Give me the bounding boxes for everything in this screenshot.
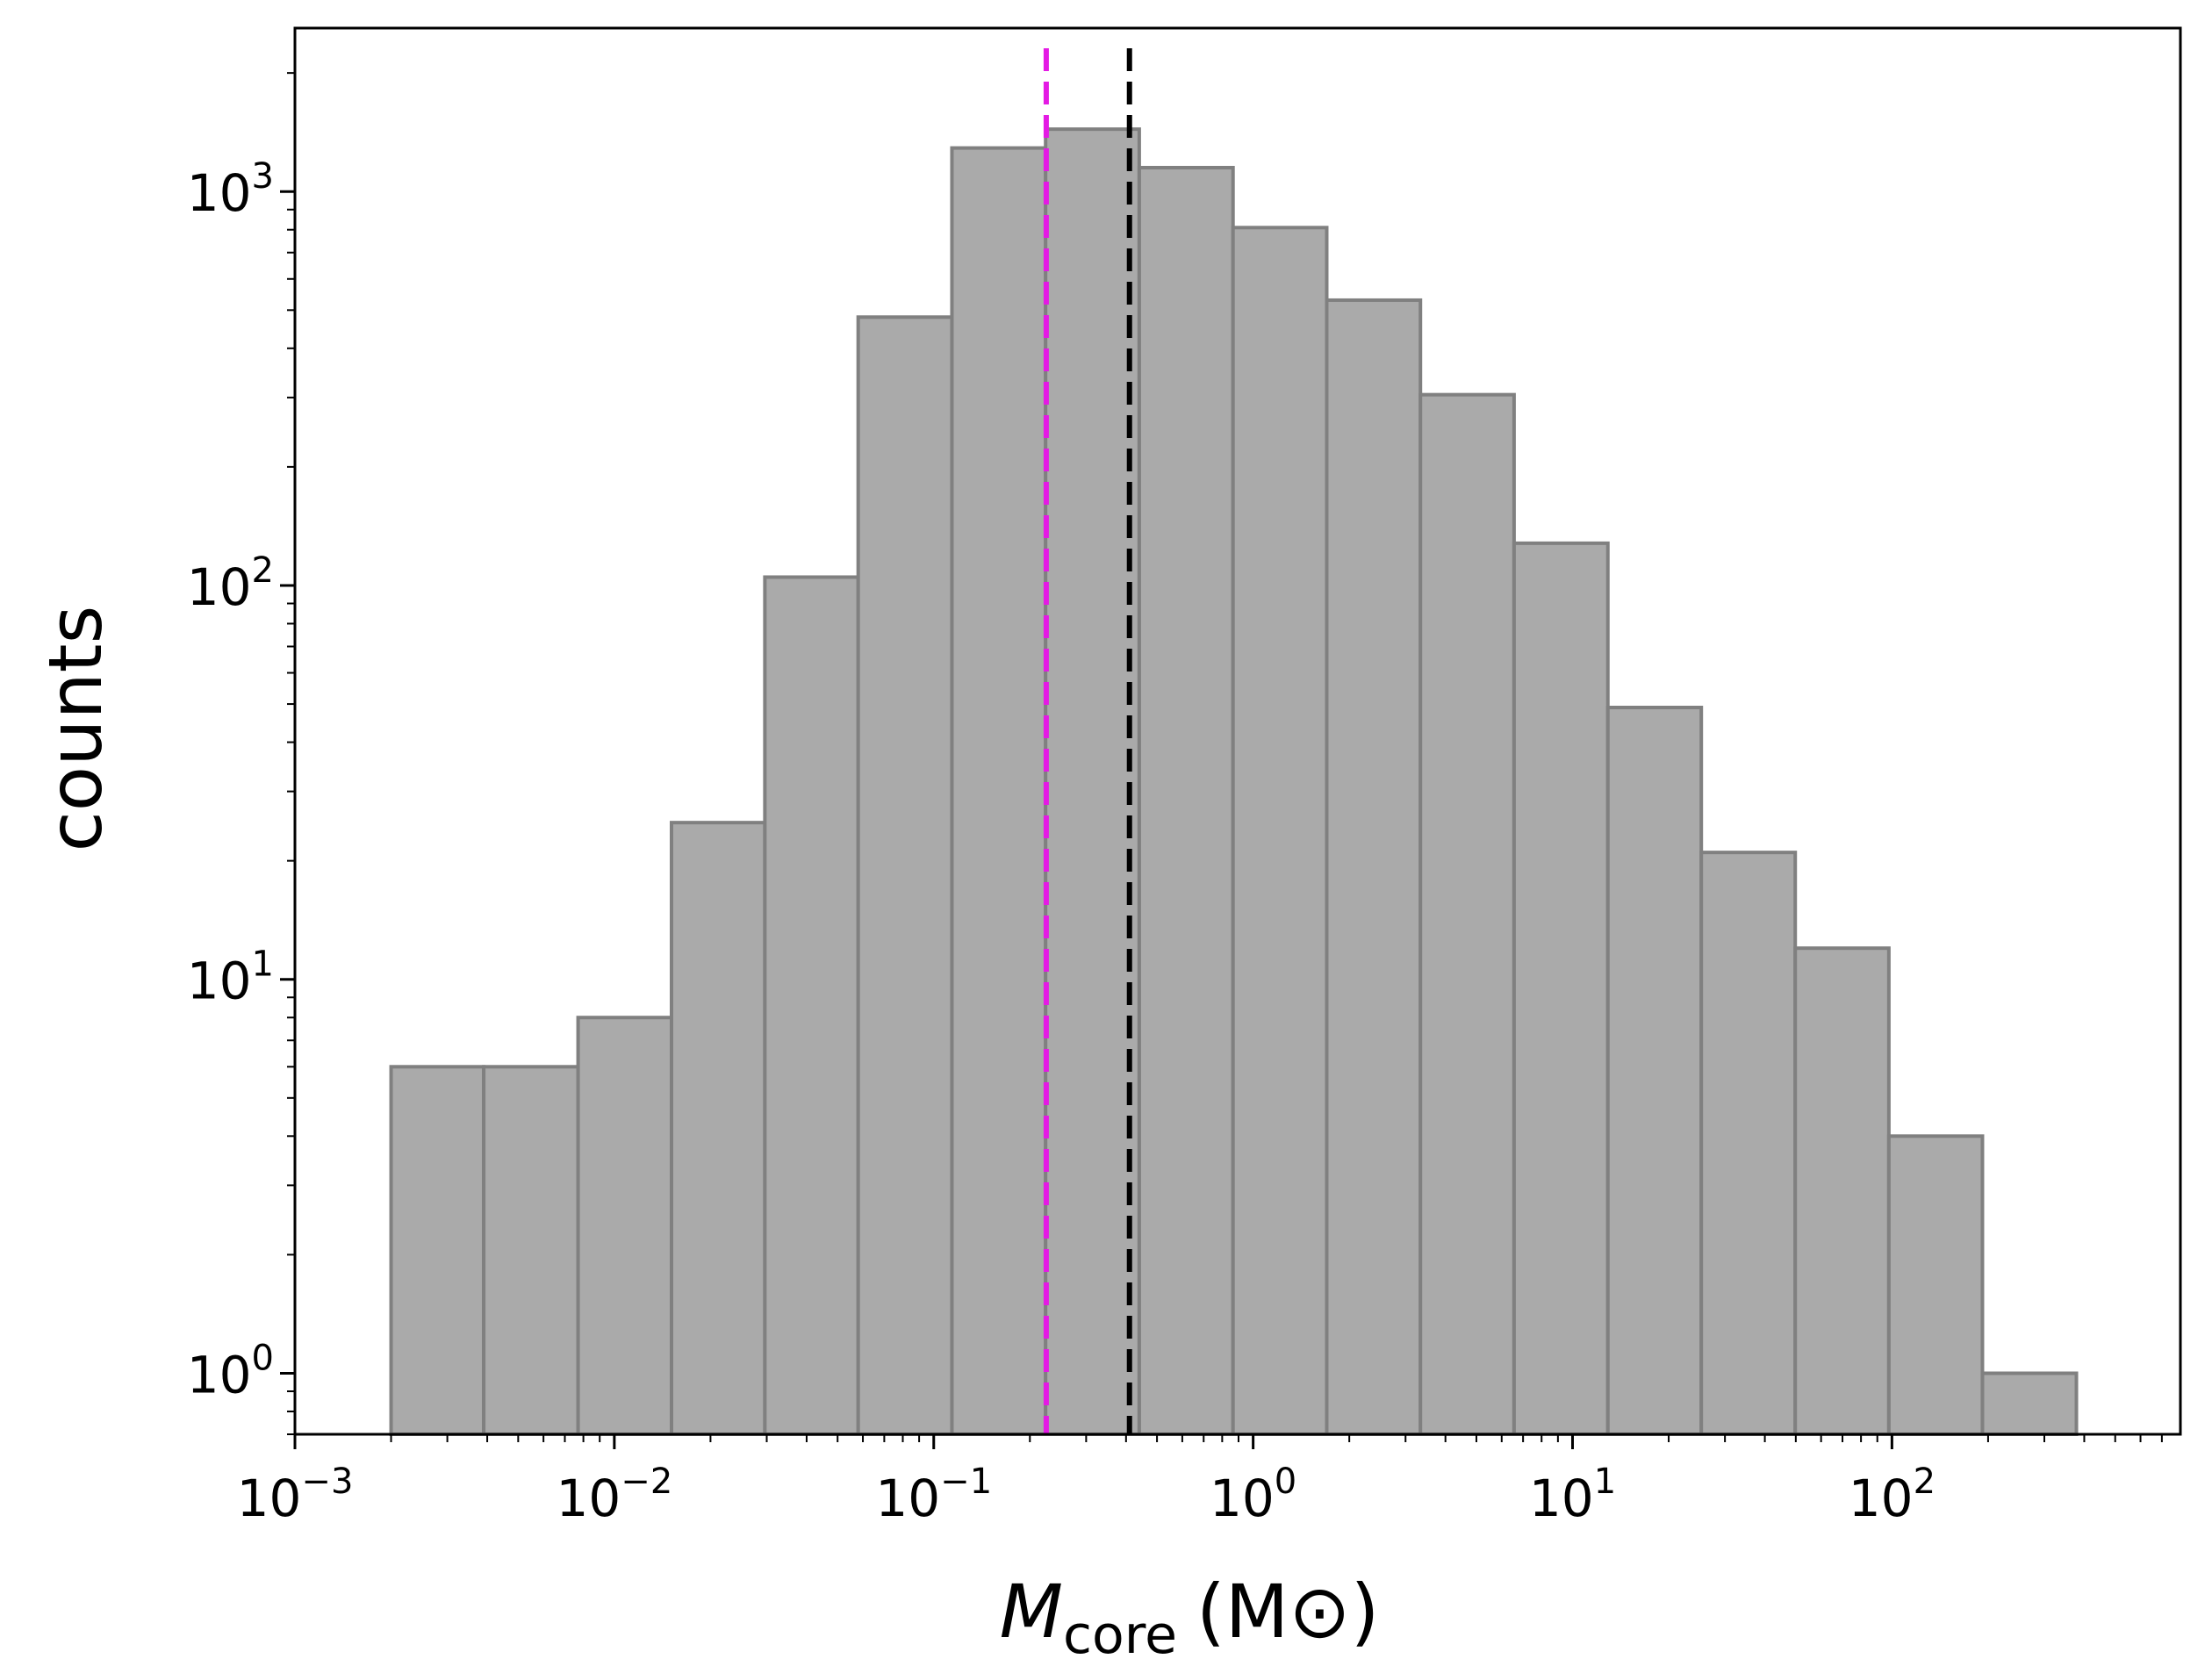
x-tick-label: 102 — [1849, 1462, 1936, 1528]
x-tick-label: 100 — [1210, 1462, 1296, 1528]
histogram-bar — [1418, 392, 1516, 1437]
y-tick-label: 100 — [187, 1338, 274, 1404]
histogram-bar — [1605, 706, 1704, 1436]
x-axis-label-units: (M⊙) — [1196, 1569, 1379, 1655]
histogram-bar — [1512, 541, 1610, 1436]
x-tick-labels: 10−3 10−2 10−1 100 101 102 — [237, 1462, 1936, 1528]
histogram-bar — [1325, 298, 1423, 1436]
histogram-bar — [1793, 946, 1891, 1436]
histogram-bar — [389, 1065, 486, 1437]
histogram-bar — [1980, 1371, 2079, 1436]
y-tick-labels: 100 101 102 103 — [187, 156, 274, 1404]
x-tick-label: 101 — [1529, 1462, 1616, 1528]
y-tick-label: 103 — [187, 156, 274, 223]
histogram-bar — [482, 1065, 580, 1437]
y-tick-label: 102 — [187, 550, 274, 617]
x-axis-label-subscript: core — [1063, 1605, 1177, 1659]
y-tick-label: 101 — [187, 944, 274, 1011]
x-tick-label: 10−2 — [556, 1462, 672, 1528]
histogram-bar — [1044, 127, 1141, 1437]
histogram-bar — [1886, 1134, 1985, 1437]
bars-layer — [389, 127, 2079, 1437]
x-axis-label: Mcore (M⊙) — [1000, 1569, 1380, 1659]
reference-lines-layer — [1043, 48, 1132, 1434]
x-tick-label: 10−1 — [875, 1462, 992, 1528]
histogram-bar — [1699, 851, 1798, 1436]
histogram-bar — [1231, 226, 1329, 1436]
histogram-bar — [1137, 165, 1235, 1437]
x-axis-label-symbol: M — [1000, 1569, 1063, 1655]
histogram-bar — [856, 315, 954, 1436]
histogram-bar — [950, 146, 1048, 1436]
histogram-bar — [576, 1016, 674, 1437]
histogram-bar — [670, 821, 767, 1436]
y-axis-label: counts — [32, 606, 118, 852]
plot-frame — [293, 26, 2182, 1436]
major-ticks-layer — [280, 190, 1893, 1449]
x-tick-label: 10−3 — [237, 1462, 354, 1528]
histogram-bar — [763, 575, 860, 1436]
